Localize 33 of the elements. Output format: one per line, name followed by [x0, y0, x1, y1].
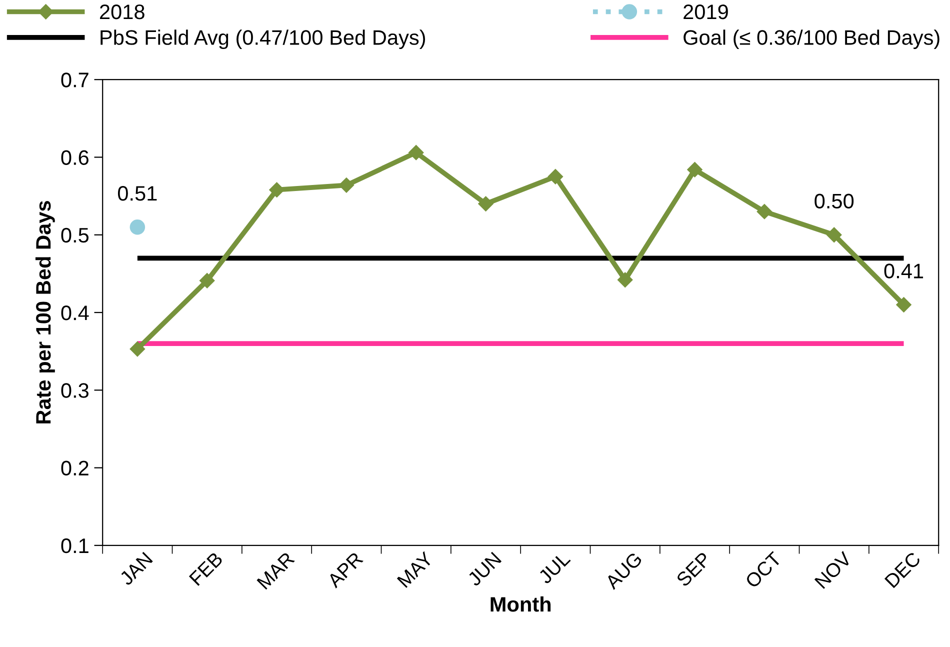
y-axis-title: Rate per 100 Bed Days [35, 201, 55, 424]
point [896, 297, 912, 312]
point [618, 272, 633, 288]
y-tick-label: 0.7 [61, 72, 88, 88]
point [130, 219, 146, 235]
point [338, 178, 354, 193]
y-tick-label: 0.1 [61, 538, 88, 554]
point [269, 182, 284, 198]
point [756, 204, 772, 220]
x-tick-label: JUL [538, 551, 571, 585]
point [826, 227, 842, 242]
legend-label: Goal (≤ 0.36/100 Bed Days) [684, 30, 940, 50]
y-tick-label: 0.6 [61, 150, 88, 165]
y-tick-label: 0.3 [61, 383, 88, 398]
point [687, 162, 702, 178]
point [408, 144, 424, 160]
legend-label: 2019 [684, 4, 728, 20]
data-label: 0.41 [884, 264, 924, 278]
point [200, 273, 215, 288]
y-tick-label: 0.4 [61, 306, 89, 320]
x-tick-label: SEP [676, 551, 712, 588]
point [130, 341, 146, 357]
data-label: 0.51 [118, 186, 157, 201]
legend-label: 2018 [100, 4, 144, 20]
y-tick-label: 0.5 [61, 228, 89, 243]
data-label: 0.50 [814, 194, 854, 209]
x-axis-title: Month [490, 596, 551, 612]
legend-label: PbS Field Avg (0.47/100 Bed Days) [100, 30, 426, 50]
point [478, 196, 494, 212]
x-tick-label: JAN [118, 552, 153, 586]
y-tick-label: 0.2 [61, 460, 88, 476]
x-tick-label: FEB [188, 552, 224, 586]
point [548, 169, 564, 184]
